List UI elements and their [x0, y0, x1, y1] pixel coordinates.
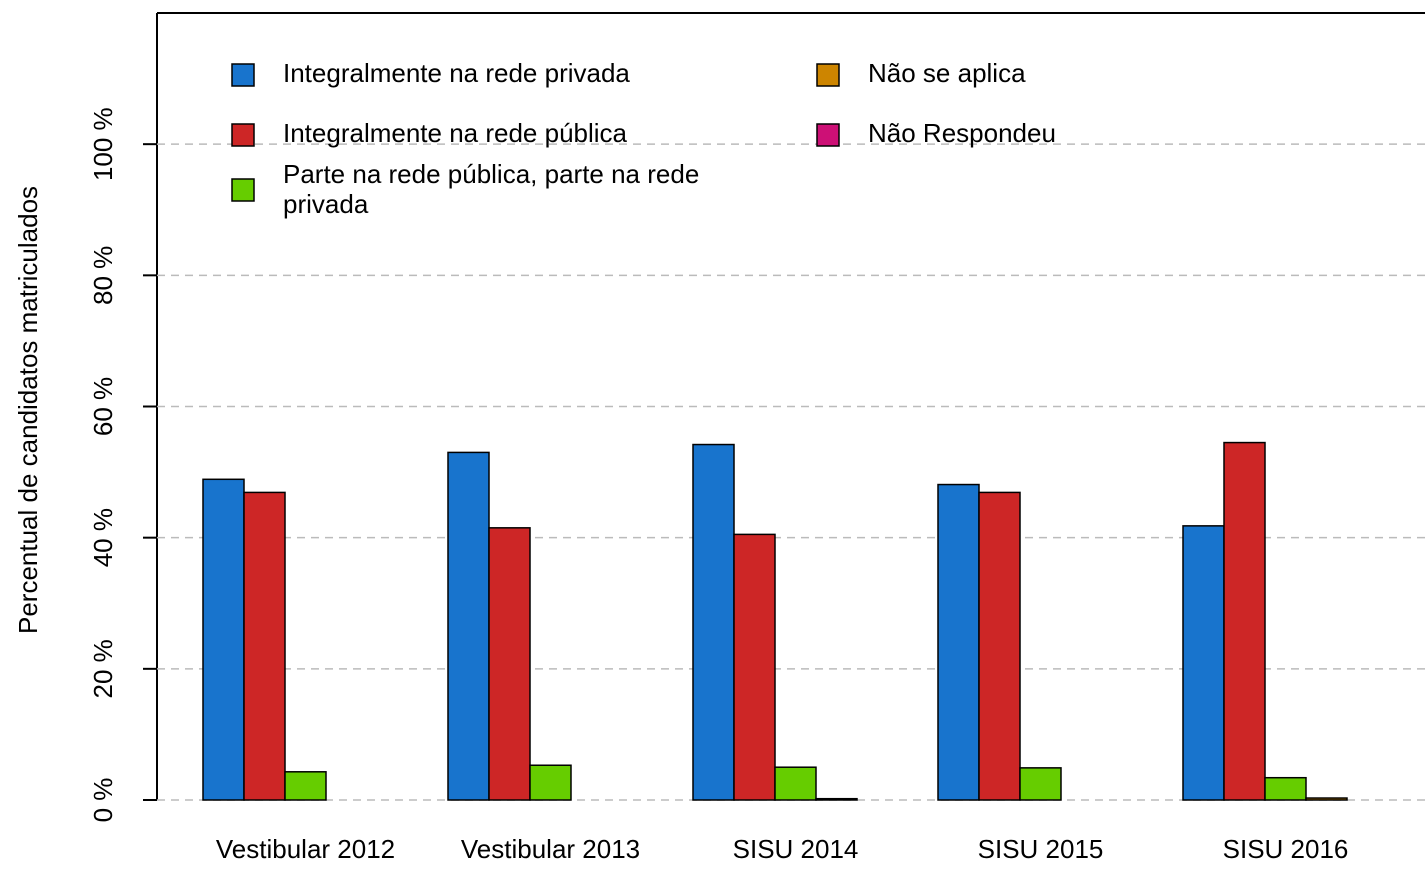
y-tick-label: 20 % [88, 639, 118, 698]
bar [1182, 525, 1225, 801]
bar [529, 764, 572, 801]
y-tick-label: 40 % [88, 508, 118, 567]
bar [815, 797, 858, 801]
y-axis-label: Percentual de candidatos matriculados [13, 186, 43, 634]
y-tick-label: 100 % [88, 107, 118, 181]
legend-swatch [816, 123, 840, 147]
bar [1223, 441, 1266, 801]
bar [1019, 767, 1062, 801]
legend-label: Não se aplica [868, 58, 1026, 88]
legend-label: Não Respondeu [868, 118, 1056, 148]
bar [284, 771, 327, 801]
legend-label: Integralmente na rede privada [283, 58, 630, 88]
bar [733, 533, 776, 801]
bar [978, 491, 1021, 801]
bar [1305, 797, 1348, 801]
y-tick-label: 60 % [88, 377, 118, 436]
x-tick-label: Vestibular 2013 [461, 834, 640, 864]
x-tick-label: SISU 2016 [1223, 834, 1349, 864]
bar [488, 527, 531, 801]
legend-swatch [231, 63, 255, 87]
bar [1264, 776, 1307, 801]
legend-swatch [816, 63, 840, 87]
legend-swatch [231, 123, 255, 147]
y-tick-label: 80 % [88, 246, 118, 305]
bar [937, 483, 980, 801]
legend-label: Integralmente na rede pública [283, 118, 628, 148]
bar [692, 443, 735, 801]
x-tick-label: SISU 2015 [978, 834, 1104, 864]
x-tick-label: Vestibular 2012 [216, 834, 395, 864]
bar [774, 766, 817, 801]
y-tick-label: 0 % [88, 778, 118, 823]
bar [243, 491, 286, 801]
x-tick-label: SISU 2014 [733, 834, 859, 864]
legend-label: Parte na rede pública, parte na rede priv… [283, 159, 699, 219]
legend-swatch [231, 178, 255, 202]
bar [447, 451, 490, 801]
bar [202, 478, 245, 801]
